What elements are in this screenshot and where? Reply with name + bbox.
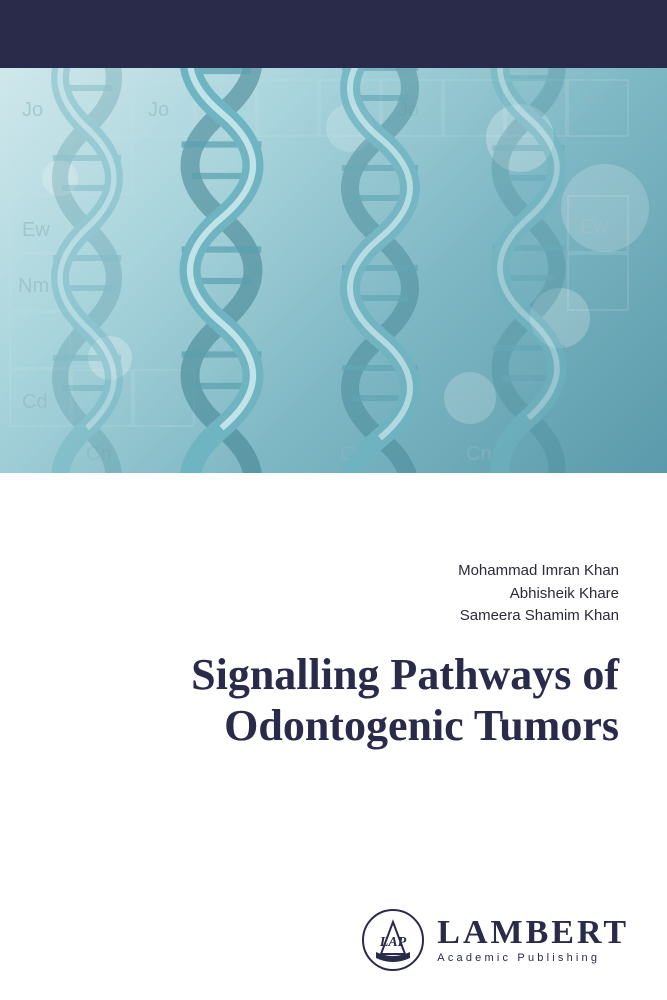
author-2: Abhisheik Khare [458, 583, 619, 606]
publisher-name: LAMBERT [437, 916, 629, 950]
lap-logo-icon: LAP [361, 908, 425, 972]
publisher-block: LAP LAMBERT Academic Publishing [361, 908, 629, 972]
svg-text:LAP: LAP [379, 935, 407, 950]
hero-image: Yn JoJoJo EwEw Nm CdCn CnCnCn [0, 68, 667, 473]
author-3: Sameera Shamim Khan [458, 605, 619, 628]
svg-text:Jo: Jo [148, 99, 169, 121]
dna-illustration: Yn JoJoJo EwEw Nm CdCn CnCnCn [0, 68, 667, 473]
author-1: Mohammad Imran Khan [458, 560, 619, 583]
title-line-2: Odontogenic Tumors [48, 701, 619, 752]
svg-text:Jo: Jo [22, 99, 43, 121]
publisher-logo: LAP [361, 908, 425, 972]
svg-text:Ew: Ew [22, 219, 50, 241]
svg-text:Cd: Cd [22, 391, 48, 413]
authors-block: Mohammad Imran Khan Abhisheik Khare Same… [458, 560, 619, 628]
title-line-1: Signalling Pathways of [48, 650, 619, 701]
publisher-text: LAMBERT Academic Publishing [437, 916, 629, 964]
top-bar [0, 0, 667, 68]
svg-text:Cn: Cn [466, 443, 492, 465]
svg-text:Nm: Nm [18, 275, 49, 297]
publisher-tagline: Academic Publishing [437, 953, 629, 964]
svg-text:Yn: Yn [580, 91, 604, 113]
book-title: Signalling Pathways of Odontogenic Tumor… [48, 650, 619, 751]
